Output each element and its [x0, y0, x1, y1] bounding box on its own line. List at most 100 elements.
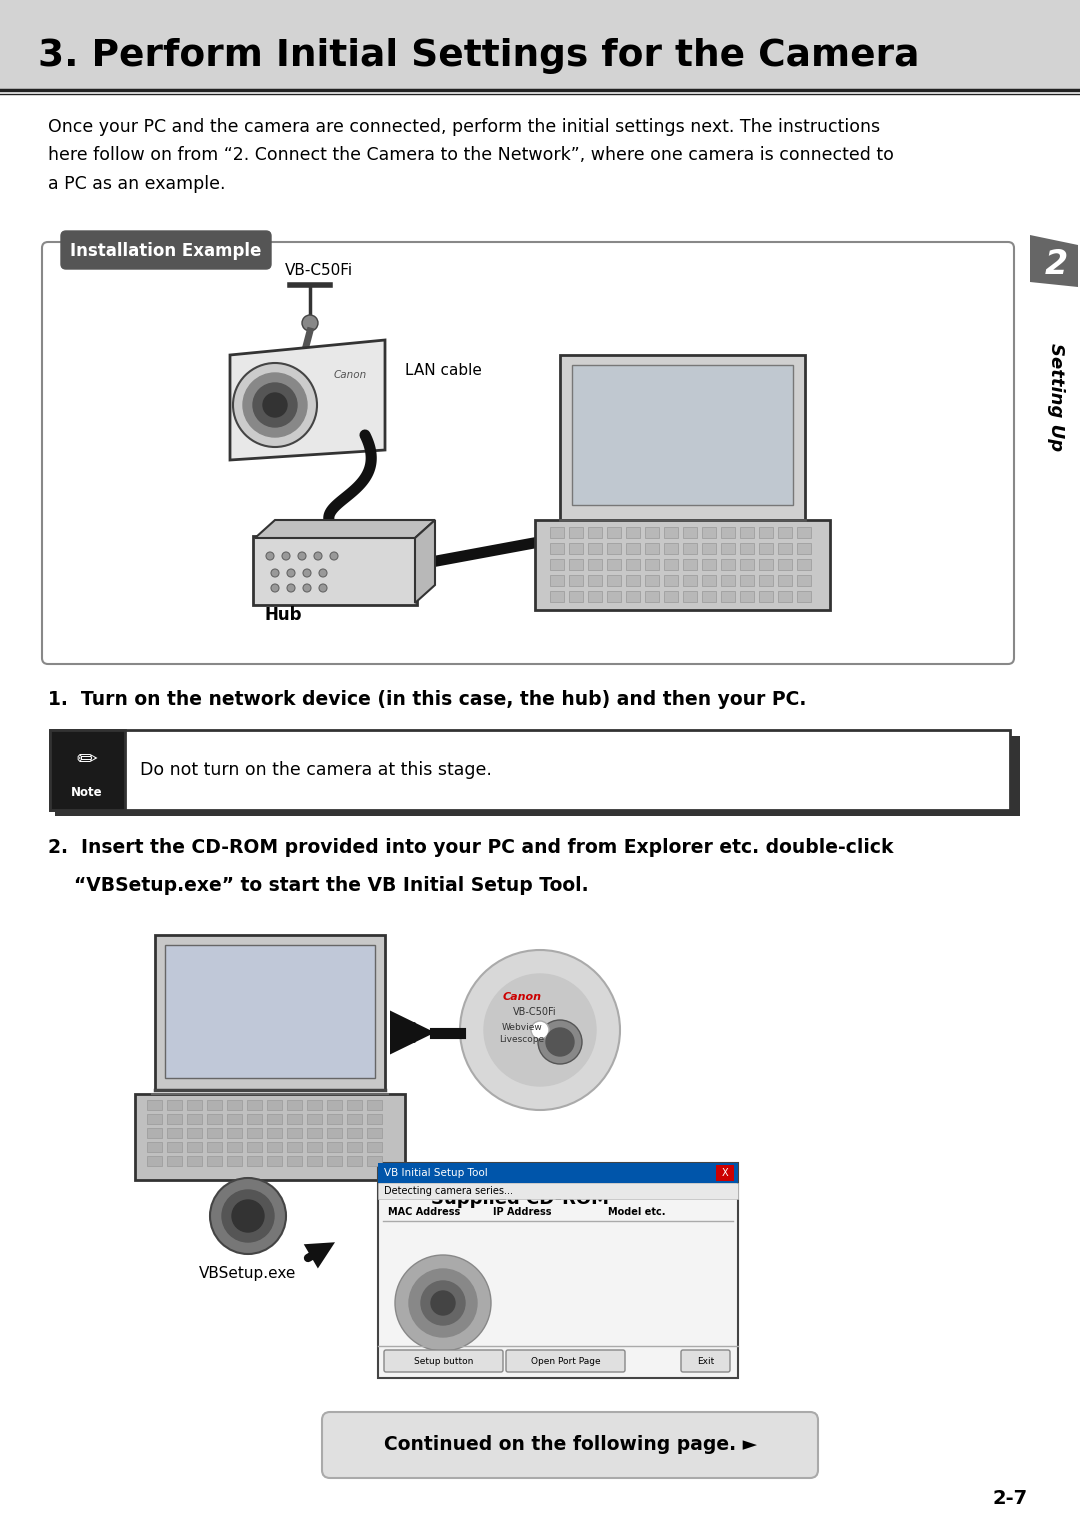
FancyBboxPatch shape — [797, 560, 811, 570]
Text: Installation Example: Installation Example — [70, 242, 261, 260]
FancyBboxPatch shape — [607, 575, 621, 586]
Circle shape — [531, 1021, 549, 1040]
Circle shape — [538, 1020, 582, 1064]
FancyBboxPatch shape — [797, 575, 811, 586]
FancyBboxPatch shape — [645, 575, 659, 586]
FancyBboxPatch shape — [42, 242, 1014, 664]
FancyBboxPatch shape — [778, 543, 792, 553]
Text: Supplied CD-ROM: Supplied CD-ROM — [431, 1190, 609, 1208]
Text: Continued on the following page. ►: Continued on the following page. ► — [383, 1436, 756, 1454]
FancyBboxPatch shape — [147, 1099, 162, 1110]
FancyBboxPatch shape — [645, 560, 659, 570]
FancyBboxPatch shape — [147, 1115, 162, 1124]
FancyBboxPatch shape — [347, 1156, 362, 1167]
FancyBboxPatch shape — [207, 1142, 222, 1151]
FancyBboxPatch shape — [550, 543, 564, 553]
FancyBboxPatch shape — [664, 575, 678, 586]
FancyBboxPatch shape — [267, 1142, 282, 1151]
FancyBboxPatch shape — [683, 560, 697, 570]
FancyBboxPatch shape — [167, 1099, 183, 1110]
FancyBboxPatch shape — [367, 1142, 382, 1151]
FancyBboxPatch shape — [645, 592, 659, 602]
FancyBboxPatch shape — [588, 575, 602, 586]
FancyBboxPatch shape — [702, 560, 716, 570]
Text: Webview: Webview — [501, 1023, 542, 1032]
FancyBboxPatch shape — [287, 1099, 302, 1110]
Circle shape — [302, 315, 318, 330]
FancyBboxPatch shape — [683, 543, 697, 553]
FancyBboxPatch shape — [740, 560, 754, 570]
FancyBboxPatch shape — [721, 560, 735, 570]
Circle shape — [303, 584, 311, 592]
FancyBboxPatch shape — [207, 1128, 222, 1138]
Text: VB-C50Fi: VB-C50Fi — [513, 1008, 557, 1017]
FancyBboxPatch shape — [267, 1099, 282, 1110]
Text: Do not turn on the camera at this stage.: Do not turn on the camera at this stage. — [140, 761, 491, 778]
Circle shape — [460, 950, 620, 1110]
Polygon shape — [535, 520, 831, 610]
FancyBboxPatch shape — [327, 1099, 342, 1110]
FancyBboxPatch shape — [327, 1128, 342, 1138]
Circle shape — [271, 584, 279, 592]
FancyBboxPatch shape — [664, 560, 678, 570]
FancyBboxPatch shape — [681, 1350, 730, 1372]
Polygon shape — [230, 339, 384, 460]
FancyBboxPatch shape — [550, 575, 564, 586]
FancyBboxPatch shape — [588, 543, 602, 553]
FancyBboxPatch shape — [267, 1156, 282, 1167]
FancyBboxPatch shape — [60, 231, 271, 269]
Text: Setting Up: Setting Up — [1047, 342, 1065, 451]
FancyBboxPatch shape — [307, 1099, 322, 1110]
FancyBboxPatch shape — [247, 1115, 262, 1124]
FancyBboxPatch shape — [683, 575, 697, 586]
Text: Once your PC and the camera are connected, perform the initial settings next. Th: Once your PC and the camera are connecte… — [48, 118, 894, 193]
FancyBboxPatch shape — [607, 560, 621, 570]
FancyBboxPatch shape — [327, 1142, 342, 1151]
Polygon shape — [572, 365, 793, 505]
Circle shape — [271, 569, 279, 576]
Circle shape — [303, 569, 311, 576]
FancyBboxPatch shape — [367, 1128, 382, 1138]
FancyBboxPatch shape — [378, 1164, 738, 1183]
FancyBboxPatch shape — [167, 1142, 183, 1151]
FancyBboxPatch shape — [588, 528, 602, 538]
Text: Hub: Hub — [265, 605, 302, 624]
FancyBboxPatch shape — [702, 543, 716, 553]
FancyBboxPatch shape — [588, 592, 602, 602]
Text: 2-7: 2-7 — [993, 1489, 1027, 1508]
Circle shape — [266, 552, 274, 560]
FancyBboxPatch shape — [759, 560, 773, 570]
FancyBboxPatch shape — [664, 543, 678, 553]
Text: Note: Note — [71, 786, 103, 798]
Polygon shape — [165, 945, 375, 1078]
Text: Model etc.: Model etc. — [608, 1206, 665, 1217]
Polygon shape — [303, 1242, 335, 1269]
FancyBboxPatch shape — [569, 592, 583, 602]
FancyBboxPatch shape — [626, 528, 640, 538]
FancyBboxPatch shape — [322, 1411, 818, 1479]
Circle shape — [232, 1200, 264, 1232]
Circle shape — [243, 373, 307, 437]
Text: VBSetup.exe: VBSetup.exe — [200, 1266, 297, 1281]
FancyBboxPatch shape — [626, 575, 640, 586]
Circle shape — [222, 1190, 274, 1242]
FancyBboxPatch shape — [50, 729, 1010, 810]
Polygon shape — [1030, 235, 1078, 287]
FancyBboxPatch shape — [569, 528, 583, 538]
FancyBboxPatch shape — [645, 543, 659, 553]
FancyBboxPatch shape — [0, 0, 1080, 90]
Circle shape — [431, 1290, 455, 1315]
FancyBboxPatch shape — [187, 1128, 202, 1138]
FancyBboxPatch shape — [797, 543, 811, 553]
FancyBboxPatch shape — [287, 1115, 302, 1124]
FancyBboxPatch shape — [683, 528, 697, 538]
FancyBboxPatch shape — [740, 575, 754, 586]
Text: 3. Perform Initial Settings for the Camera: 3. Perform Initial Settings for the Came… — [38, 38, 919, 73]
FancyBboxPatch shape — [569, 575, 583, 586]
FancyBboxPatch shape — [664, 528, 678, 538]
Circle shape — [210, 1177, 286, 1254]
Polygon shape — [415, 520, 435, 602]
Text: Detecting camera series...: Detecting camera series... — [384, 1187, 513, 1196]
FancyBboxPatch shape — [167, 1156, 183, 1167]
Text: X: X — [721, 1168, 728, 1177]
